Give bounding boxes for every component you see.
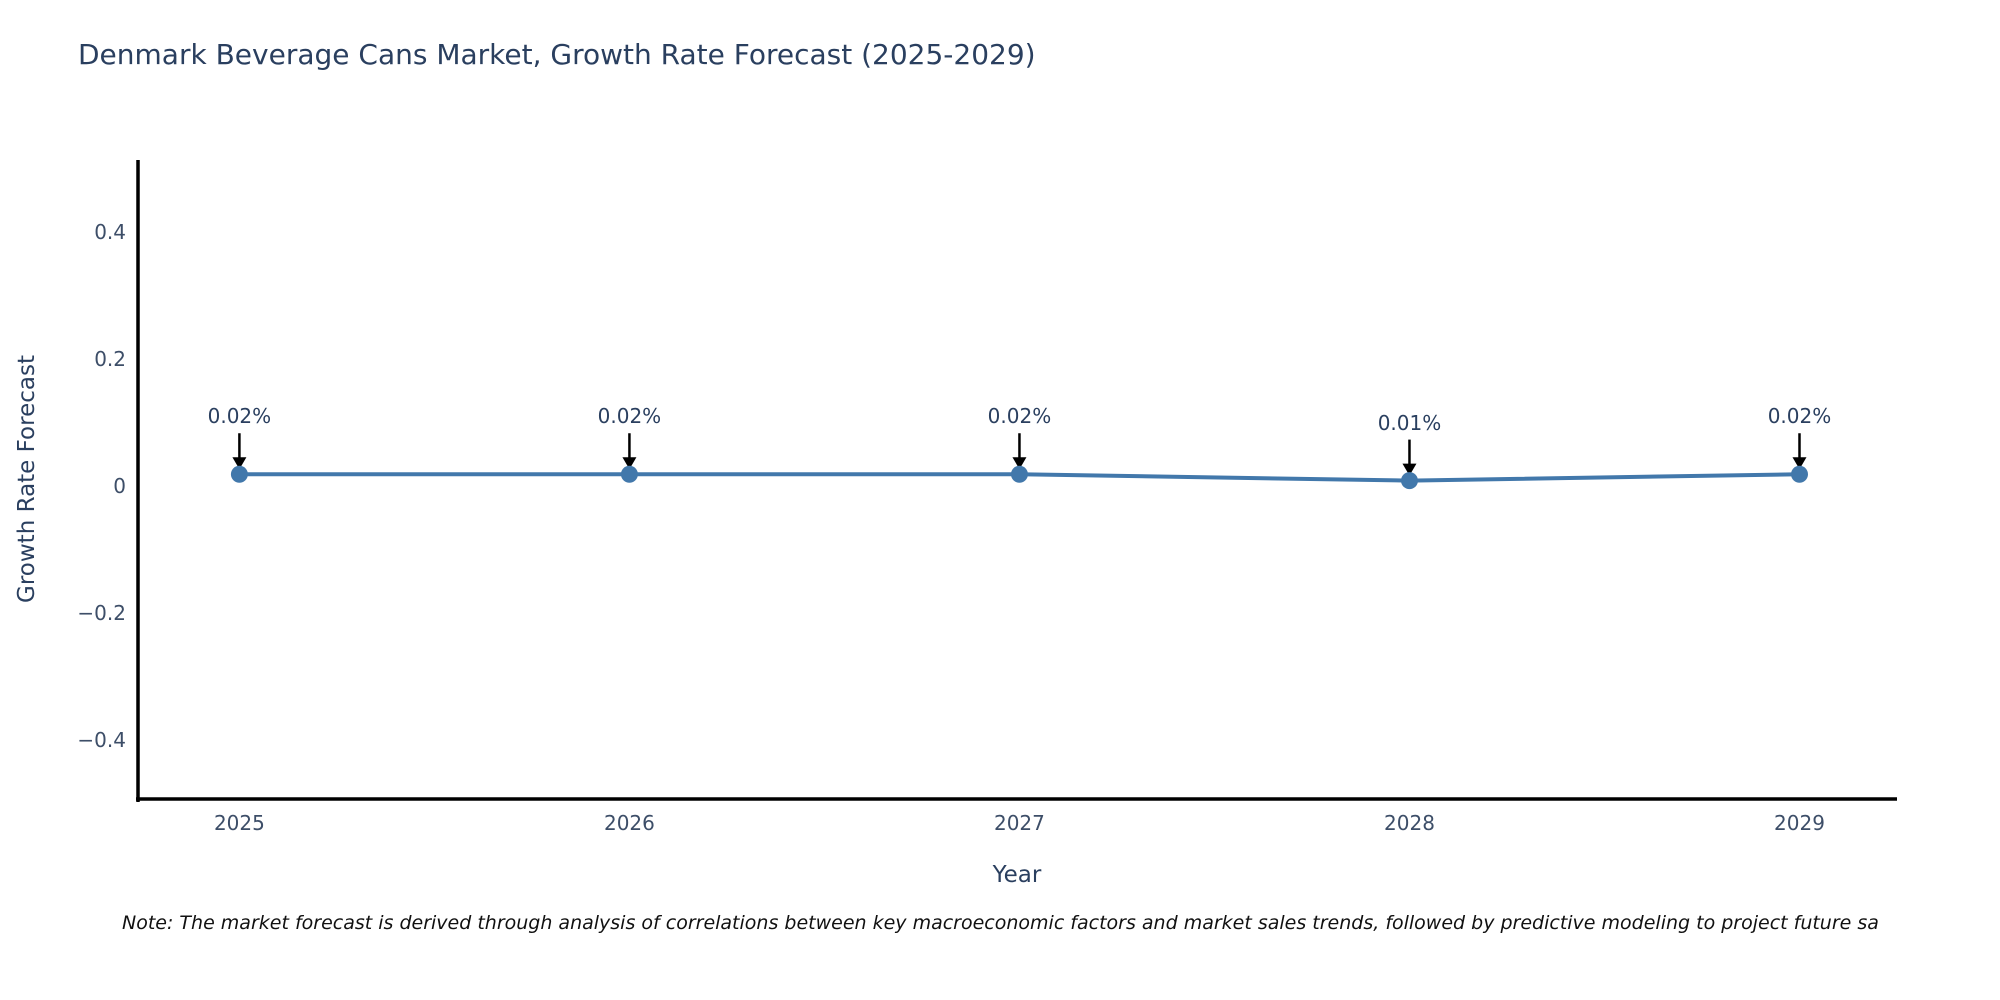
footnote: Note: The market forecast is derived thr… [122, 912, 1879, 934]
x-tick-label: 2029 [1774, 811, 1825, 835]
data-point[interactable] [1010, 465, 1028, 483]
annotation-arrowhead [232, 457, 247, 470]
chart-title: Denmark Beverage Cans Market, Growth Rat… [78, 38, 1036, 71]
data-label: 0.01% [1377, 410, 1442, 435]
annotation-arrowhead [622, 457, 637, 470]
x-tick-label: 2027 [993, 811, 1045, 835]
y-tick-label: 0.2 [94, 346, 126, 371]
x-axis-title: Year [992, 862, 1042, 888]
data-label: 0.02% [207, 404, 272, 429]
data-label: 0.02% [597, 404, 662, 429]
y-tick-label: −0.4 [77, 727, 126, 752]
annotation-arrowhead [1792, 457, 1807, 470]
y-axis-title: Growth Rate Forecast [14, 355, 40, 603]
x-tick-label: 2026 [603, 811, 655, 835]
data-label: 0.02% [987, 404, 1052, 429]
data-point[interactable] [620, 465, 638, 483]
x-tick-label: 2028 [1384, 811, 1435, 835]
x-tick-label: 2025 [213, 811, 265, 835]
y-tick-label: −0.2 [77, 600, 126, 625]
data-point[interactable] [230, 465, 248, 483]
y-tick-label: 0 [113, 473, 126, 498]
y-tick-label: 0.4 [94, 220, 126, 244]
annotation-arrowhead [1012, 457, 1027, 470]
data-label: 0.02% [1767, 404, 1832, 429]
annotation-arrowhead [1402, 463, 1417, 476]
data-point[interactable] [1790, 465, 1808, 483]
data-point[interactable] [1400, 472, 1418, 490]
